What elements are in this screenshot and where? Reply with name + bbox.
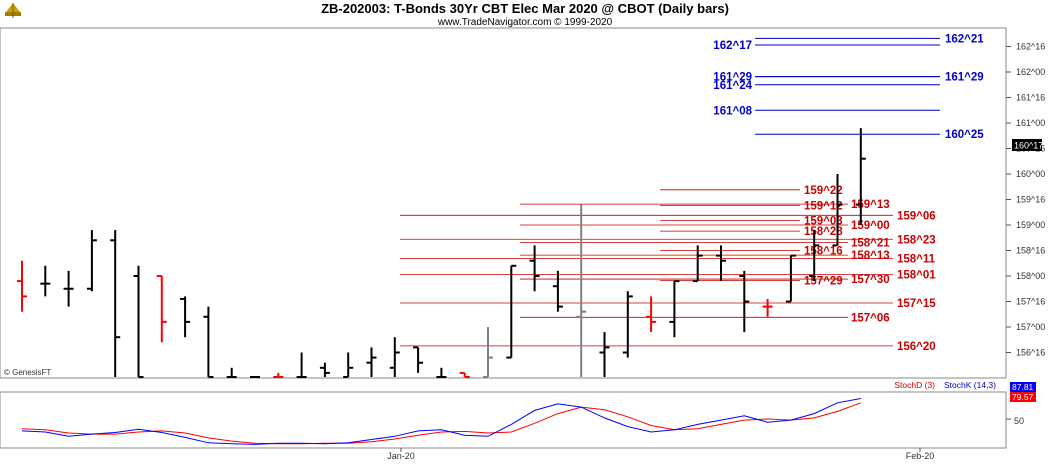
trade-navigator-logo-icon (5, 3, 21, 18)
blue-level-label: 161^29 (713, 72, 752, 84)
price-bars (17, 128, 866, 378)
price-bar (646, 296, 657, 333)
price-bar (203, 306, 214, 378)
price-bar (762, 298, 773, 317)
blue-level-label: 161^08 (713, 105, 752, 117)
price-bar (552, 270, 563, 312)
price-bar (296, 352, 307, 378)
price-bar (809, 230, 820, 282)
price-bar (40, 265, 51, 297)
stoch-k-legend: StochK (14,3) (944, 380, 996, 390)
price-bar (63, 270, 74, 307)
price-tick-label: 161^00 (1016, 118, 1045, 128)
red-level-label: 159^12 (804, 201, 843, 213)
price-tick-label: 161^16 (1016, 93, 1045, 103)
price-bar (669, 280, 680, 338)
price-bar (692, 245, 703, 283)
stoch-d-value: 79.57 (1012, 392, 1034, 402)
price-bar (389, 337, 400, 377)
chart-subtitle: www.TradeNavigator.com © 1999-2020 (437, 17, 613, 28)
price-bar (110, 230, 121, 377)
red-level-label: 159^03 (804, 215, 843, 227)
red-level-label: 159^22 (804, 185, 843, 197)
price-axis: 156^16 157^00 157^16 158^00 158^16 159^00 159^… (1006, 42, 1045, 358)
stoch-k-line (21, 398, 861, 445)
price-bar (413, 346, 424, 373)
red-level-label: 157^30 (851, 274, 890, 286)
price-bar (483, 327, 493, 378)
price-bar (366, 347, 377, 377)
stoch-d-line (21, 402, 861, 445)
red-level-label: 158^21 (851, 237, 890, 249)
price-tick-label: 162^16 (1016, 42, 1045, 52)
price-bar (832, 174, 843, 247)
blue-level-label: 161^24 (713, 80, 752, 92)
price-tick-label: 157^00 (1016, 322, 1045, 332)
red-level-label: 157^15 (897, 298, 936, 310)
red-level-label: 158^13 (851, 250, 890, 262)
chart-title: ZB-202003: T-Bonds 30Yr CBT Elec Mar 202… (321, 1, 729, 16)
price-bar (529, 245, 540, 292)
red-level-label: 157^06 (851, 312, 890, 324)
red-level-label: 158^11 (897, 254, 936, 266)
support-resistance-levels: 162^21162^17161^29161^29161^24161^08160^… (400, 33, 984, 353)
price-bar (506, 264, 517, 359)
stoch-k-value: 87.81 (1012, 382, 1034, 392)
price-bar (273, 372, 284, 378)
blue-level-label: 161^29 (945, 72, 984, 84)
time-tick-label: Feb-20 (906, 451, 935, 461)
price-bar (156, 275, 167, 343)
red-level-label: 156^20 (897, 341, 936, 353)
price-bar (622, 291, 633, 358)
price-bar (739, 270, 750, 333)
price-tick-label: 156^16 (1016, 348, 1045, 358)
stochastic-indicator (21, 398, 1011, 445)
stoch-value-tags: 87.81 79.57 (1010, 382, 1036, 402)
price-tick-label: 158^16 (1016, 246, 1045, 256)
price-bar (17, 260, 27, 312)
watermark: © GenesisFT (4, 368, 51, 377)
price-bar (343, 352, 354, 378)
price-tick-label: 162^00 (1016, 67, 1045, 77)
price-bar (436, 367, 447, 378)
price-bar (599, 332, 610, 377)
red-level-label: 159^06 (897, 210, 936, 222)
red-level-label: 157^29 (804, 276, 843, 288)
time-axis: Jan-20 Feb-20 (387, 448, 934, 461)
red-level-label: 158^23 (897, 234, 936, 246)
price-bar (250, 376, 260, 378)
price-bar (86, 230, 97, 292)
stoch-tick-50: 50 (1014, 416, 1024, 426)
price-tick-label: 160^00 (1016, 169, 1045, 179)
price-tick-label: 157^16 (1016, 297, 1045, 307)
last-price-tag: 160^17 (1012, 139, 1043, 151)
price-bar (180, 296, 191, 338)
price-bar (576, 204, 587, 377)
red-level-label: 158^16 (804, 246, 843, 258)
price-bar (226, 367, 237, 378)
price-bar (785, 254, 796, 303)
price-bar (716, 245, 726, 282)
price-bar (319, 362, 330, 377)
price-tick-label: 159^16 (1016, 195, 1045, 205)
price-bar (133, 265, 144, 378)
red-level-label: 159^00 (851, 220, 890, 232)
stoch-panel (0, 391, 1007, 449)
time-tick-label: Jan-20 (387, 451, 415, 461)
blue-level-label: 162^21 (945, 33, 984, 45)
stoch-d-legend: StochD (3) (894, 380, 935, 390)
price-bar (459, 371, 470, 378)
price-tick-label: 159^00 (1016, 220, 1045, 230)
red-level-label: 158^01 (897, 269, 936, 281)
blue-level-label: 160^25 (945, 129, 984, 141)
last-price-label: 160^17 (1014, 141, 1043, 151)
price-tick-label: 158^00 (1016, 271, 1045, 281)
price-bar (855, 128, 866, 225)
blue-level-label: 162^17 (713, 40, 752, 52)
